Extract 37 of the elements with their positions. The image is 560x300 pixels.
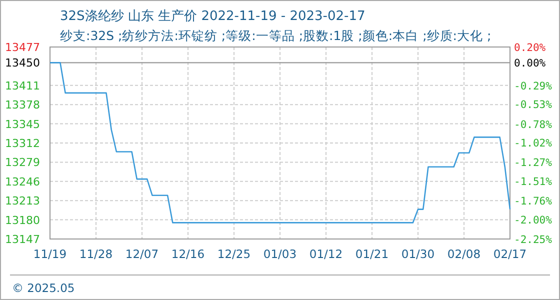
y2-tick-label: -0.53% xyxy=(514,99,553,112)
x-tick-label: 12/16 xyxy=(171,247,205,261)
y-tick-label: 13477 xyxy=(5,41,40,54)
y2-tick-label: 0.00% xyxy=(514,58,546,70)
x-tick-label: 11/28 xyxy=(79,247,113,261)
x-tick-label: 01/21 xyxy=(355,247,389,261)
y2-tick-label: -1.02% xyxy=(514,138,553,150)
y2-tick-label: -1.76% xyxy=(514,196,553,208)
x-tick-label: 01/30 xyxy=(401,247,435,261)
y2-tick-label: -2.00% xyxy=(514,214,553,226)
y2-tick-label: -0.29% xyxy=(514,80,553,92)
x-tick-label: 02/17 xyxy=(493,247,527,261)
y-tick-label: 13345 xyxy=(5,118,40,131)
y-tick-label: 13450 xyxy=(5,56,40,70)
y-tick-label: 13312 xyxy=(5,137,40,150)
x-tick-label: 01/03 xyxy=(263,247,297,261)
y2-tick-label: 0.20% xyxy=(514,42,546,54)
x-tick-label: 12/07 xyxy=(125,247,159,261)
y2-tick-label: -0.78% xyxy=(514,118,553,131)
y-tick-label: 13411 xyxy=(5,79,40,92)
chart-title: 32S涤纶纱 山东 生产价 2022-11-19 - 2023-02-17 xyxy=(60,9,366,24)
y2-tick-label: -1.27% xyxy=(514,157,553,170)
y-tick-label: 13378 xyxy=(5,98,40,112)
x-tick-label: 11/19 xyxy=(33,247,67,261)
y-tick-label: 13213 xyxy=(5,194,40,208)
y2-tick-label: -1.51% xyxy=(514,176,553,188)
y-tick-label: 13180 xyxy=(5,214,40,227)
y-tick-label: 13246 xyxy=(5,175,40,188)
y2-tick-label: -2.25% xyxy=(514,234,553,246)
y-tick-label: 13279 xyxy=(5,156,40,170)
x-tick-label: 12/25 xyxy=(217,247,251,261)
line-series xyxy=(49,62,511,224)
x-tick-label: 01/12 xyxy=(309,247,343,261)
x-tick-label: 02/08 xyxy=(447,247,481,261)
y-tick-label: 13147 xyxy=(5,233,40,246)
chart-subtitle: 纱支:32S ;纺纱方法:环锭纺 ;等级:一等品 ;股数:1股 ;颜色:本白 ;纱质:大化 ; xyxy=(60,28,492,43)
text: © 2025.05 xyxy=(12,281,75,295)
